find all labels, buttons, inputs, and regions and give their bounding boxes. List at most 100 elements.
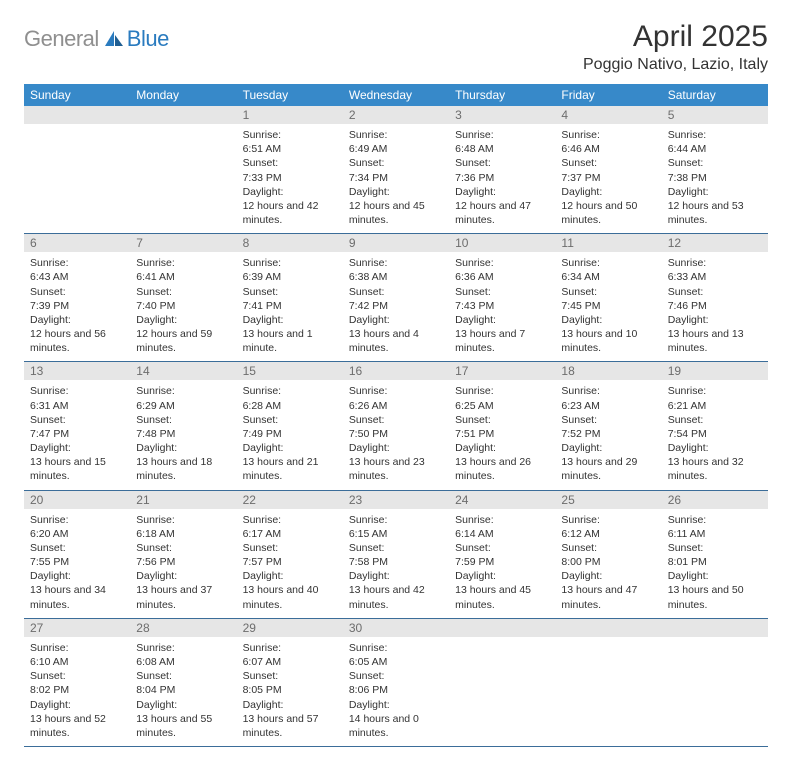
daylight-line: Daylight: 13 hours and 40 minutes.	[243, 569, 337, 612]
day-number: 14	[130, 362, 236, 380]
daylight-line: Daylight: 13 hours and 26 minutes.	[455, 441, 549, 484]
sunrise-line: Sunrise: 6:21 AM	[668, 384, 762, 412]
daylight-line: Daylight: 13 hours and 34 minutes.	[30, 569, 124, 612]
day-body: Sunrise: 6:12 AMSunset: 8:00 PMDaylight:…	[555, 509, 661, 618]
calendar-cell: 10Sunrise: 6:36 AMSunset: 7:43 PMDayligh…	[449, 234, 555, 362]
daylight-line: Daylight: 13 hours and 50 minutes.	[668, 569, 762, 612]
day-number: 20	[24, 491, 130, 509]
daylight-line: Daylight: 13 hours and 21 minutes.	[243, 441, 337, 484]
calendar-cell: 24Sunrise: 6:14 AMSunset: 7:59 PMDayligh…	[449, 490, 555, 618]
day-body: Sunrise: 6:48 AMSunset: 7:36 PMDaylight:…	[449, 124, 555, 233]
day-number: 27	[24, 619, 130, 637]
calendar-cell	[130, 106, 236, 234]
daylight-line: Daylight: 13 hours and 55 minutes.	[136, 698, 230, 741]
brand-sail-icon	[101, 29, 125, 49]
day-number: 23	[343, 491, 449, 509]
sunset-line: Sunset: 7:57 PM	[243, 541, 337, 569]
calendar-cell: 6Sunrise: 6:43 AMSunset: 7:39 PMDaylight…	[24, 234, 130, 362]
daylight-line: Daylight: 12 hours and 47 minutes.	[455, 185, 549, 228]
day-body: Sunrise: 6:26 AMSunset: 7:50 PMDaylight:…	[343, 380, 449, 489]
day-body: Sunrise: 6:10 AMSunset: 8:02 PMDaylight:…	[24, 637, 130, 746]
sunrise-line: Sunrise: 6:43 AM	[30, 256, 124, 284]
sunrise-line: Sunrise: 6:38 AM	[349, 256, 443, 284]
sunset-line: Sunset: 7:33 PM	[243, 156, 337, 184]
sunrise-line: Sunrise: 6:33 AM	[668, 256, 762, 284]
day-body: Sunrise: 6:38 AMSunset: 7:42 PMDaylight:…	[343, 252, 449, 361]
sunrise-line: Sunrise: 6:39 AM	[243, 256, 337, 284]
empty-day	[449, 619, 555, 637]
sunset-line: Sunset: 8:02 PM	[30, 669, 124, 697]
daylight-line: Daylight: 13 hours and 57 minutes.	[243, 698, 337, 741]
sunrise-line: Sunrise: 6:44 AM	[668, 128, 762, 156]
sunset-line: Sunset: 7:41 PM	[243, 285, 337, 313]
calendar-cell: 29Sunrise: 6:07 AMSunset: 8:05 PMDayligh…	[237, 618, 343, 746]
day-number: 17	[449, 362, 555, 380]
sunset-line: Sunset: 7:58 PM	[349, 541, 443, 569]
daylight-line: Daylight: 13 hours and 18 minutes.	[136, 441, 230, 484]
sunrise-line: Sunrise: 6:41 AM	[136, 256, 230, 284]
day-body: Sunrise: 6:18 AMSunset: 7:56 PMDaylight:…	[130, 509, 236, 618]
day-number: 4	[555, 106, 661, 124]
sunset-line: Sunset: 7:43 PM	[455, 285, 549, 313]
day-body: Sunrise: 6:39 AMSunset: 7:41 PMDaylight:…	[237, 252, 343, 361]
calendar-cell: 13Sunrise: 6:31 AMSunset: 7:47 PMDayligh…	[24, 362, 130, 490]
day-body: Sunrise: 6:36 AMSunset: 7:43 PMDaylight:…	[449, 252, 555, 361]
day-number: 18	[555, 362, 661, 380]
day-number: 30	[343, 619, 449, 637]
month-title: April 2025	[583, 20, 768, 54]
weekday-header: Tuesday	[237, 84, 343, 106]
calendar-cell: 5Sunrise: 6:44 AMSunset: 7:38 PMDaylight…	[662, 106, 768, 234]
day-number: 29	[237, 619, 343, 637]
empty-day	[24, 106, 130, 124]
sunrise-line: Sunrise: 6:12 AM	[561, 513, 655, 541]
sunset-line: Sunset: 7:37 PM	[561, 156, 655, 184]
calendar-cell: 18Sunrise: 6:23 AMSunset: 7:52 PMDayligh…	[555, 362, 661, 490]
calendar-cell: 2Sunrise: 6:49 AMSunset: 7:34 PMDaylight…	[343, 106, 449, 234]
calendar-cell: 11Sunrise: 6:34 AMSunset: 7:45 PMDayligh…	[555, 234, 661, 362]
calendar-cell: 1Sunrise: 6:51 AMSunset: 7:33 PMDaylight…	[237, 106, 343, 234]
sunset-line: Sunset: 7:46 PM	[668, 285, 762, 313]
calendar-cell: 15Sunrise: 6:28 AMSunset: 7:49 PMDayligh…	[237, 362, 343, 490]
empty-day	[555, 619, 661, 637]
calendar-row: 20Sunrise: 6:20 AMSunset: 7:55 PMDayligh…	[24, 490, 768, 618]
day-body: Sunrise: 6:11 AMSunset: 8:01 PMDaylight:…	[662, 509, 768, 618]
daylight-line: Daylight: 13 hours and 1 minute.	[243, 313, 337, 356]
sunrise-line: Sunrise: 6:23 AM	[561, 384, 655, 412]
sunrise-line: Sunrise: 6:46 AM	[561, 128, 655, 156]
day-body: Sunrise: 6:34 AMSunset: 7:45 PMDaylight:…	[555, 252, 661, 361]
weekday-header-row: Sunday Monday Tuesday Wednesday Thursday…	[24, 84, 768, 106]
sunset-line: Sunset: 7:55 PM	[30, 541, 124, 569]
location: Poggio Nativo, Lazio, Italy	[583, 56, 768, 74]
day-body: Sunrise: 6:05 AMSunset: 8:06 PMDaylight:…	[343, 637, 449, 746]
calendar-cell: 9Sunrise: 6:38 AMSunset: 7:42 PMDaylight…	[343, 234, 449, 362]
day-number: 7	[130, 234, 236, 252]
sunset-line: Sunset: 7:51 PM	[455, 413, 549, 441]
sunset-line: Sunset: 7:54 PM	[668, 413, 762, 441]
title-block: April 2025 Poggio Nativo, Lazio, Italy	[583, 20, 768, 74]
day-body: Sunrise: 6:51 AMSunset: 7:33 PMDaylight:…	[237, 124, 343, 233]
calendar-cell: 17Sunrise: 6:25 AMSunset: 7:51 PMDayligh…	[449, 362, 555, 490]
sunset-line: Sunset: 8:06 PM	[349, 669, 443, 697]
calendar-cell: 16Sunrise: 6:26 AMSunset: 7:50 PMDayligh…	[343, 362, 449, 490]
day-number: 6	[24, 234, 130, 252]
calendar-cell: 30Sunrise: 6:05 AMSunset: 8:06 PMDayligh…	[343, 618, 449, 746]
sunset-line: Sunset: 7:47 PM	[30, 413, 124, 441]
day-body: Sunrise: 6:28 AMSunset: 7:49 PMDaylight:…	[237, 380, 343, 489]
day-body: Sunrise: 6:43 AMSunset: 7:39 PMDaylight:…	[24, 252, 130, 361]
sunset-line: Sunset: 7:34 PM	[349, 156, 443, 184]
brand-general: General	[24, 26, 99, 52]
calendar-cell: 27Sunrise: 6:10 AMSunset: 8:02 PMDayligh…	[24, 618, 130, 746]
sunrise-line: Sunrise: 6:14 AM	[455, 513, 549, 541]
sunrise-line: Sunrise: 6:49 AM	[349, 128, 443, 156]
weekday-header: Monday	[130, 84, 236, 106]
header: General Blue April 2025 Poggio Nativo, L…	[24, 20, 768, 74]
sunrise-line: Sunrise: 6:20 AM	[30, 513, 124, 541]
sunrise-line: Sunrise: 6:29 AM	[136, 384, 230, 412]
sunset-line: Sunset: 7:40 PM	[136, 285, 230, 313]
empty-day	[130, 106, 236, 124]
daylight-line: Daylight: 12 hours and 42 minutes.	[243, 185, 337, 228]
daylight-line: Daylight: 13 hours and 42 minutes.	[349, 569, 443, 612]
day-number: 9	[343, 234, 449, 252]
calendar-cell: 26Sunrise: 6:11 AMSunset: 8:01 PMDayligh…	[662, 490, 768, 618]
empty-day	[662, 619, 768, 637]
